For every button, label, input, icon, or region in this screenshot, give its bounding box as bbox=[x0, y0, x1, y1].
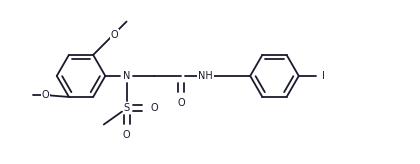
Text: I: I bbox=[322, 71, 325, 81]
Text: O: O bbox=[110, 30, 118, 40]
Text: O: O bbox=[177, 98, 185, 108]
Text: O: O bbox=[123, 130, 130, 140]
Text: NH: NH bbox=[198, 71, 213, 81]
Text: O: O bbox=[150, 103, 158, 113]
Text: O: O bbox=[42, 90, 49, 100]
Text: N: N bbox=[123, 71, 130, 81]
Text: S: S bbox=[123, 103, 130, 113]
